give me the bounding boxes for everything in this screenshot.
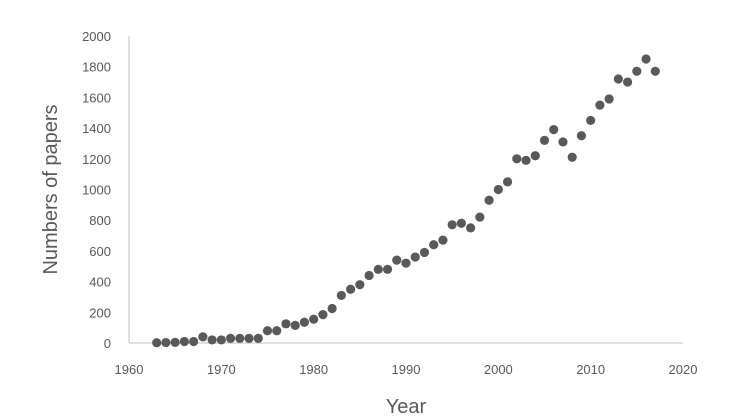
axes: [128, 36, 683, 344]
data-point: [521, 155, 531, 165]
data-point: [502, 177, 513, 187]
data-point: [641, 54, 651, 64]
y-tick-label: 1800: [82, 60, 111, 75]
data-point: [595, 100, 605, 110]
x-tick-label: 2000: [484, 362, 513, 377]
y-tick-label: 1200: [82, 152, 111, 167]
data-point: [253, 333, 263, 343]
x-tick-label: 2020: [669, 362, 698, 377]
x-tick-label: 1960: [115, 362, 144, 377]
y-tick-label: 1400: [82, 121, 111, 136]
data-point: [309, 314, 319, 324]
data-point: [272, 326, 282, 336]
y-tick-label: 600: [89, 244, 111, 259]
data-point: [484, 195, 494, 205]
data-point: [216, 335, 226, 345]
x-tick-label: 1990: [392, 362, 421, 377]
data-points: [152, 54, 660, 348]
data-point: [401, 258, 411, 268]
data-point: [225, 333, 236, 343]
data-point: [447, 220, 457, 230]
data-point: [244, 333, 254, 343]
data-point: [512, 154, 522, 164]
data-point: [567, 152, 577, 162]
data-point: [262, 326, 273, 336]
data-point: [152, 338, 162, 348]
data-point: [586, 115, 596, 126]
data-point: [438, 235, 448, 245]
data-point: [382, 264, 393, 274]
data-point: [355, 280, 365, 290]
data-point: [475, 212, 485, 222]
data-point: [613, 74, 623, 84]
data-point: [456, 218, 466, 228]
data-point: [235, 333, 245, 343]
data-point: [466, 223, 476, 233]
data-point: [493, 184, 503, 195]
x-tick-label: 2010: [576, 362, 605, 377]
data-point: [623, 77, 633, 87]
data-point: [549, 125, 559, 135]
data-point: [189, 336, 199, 347]
y-tick-label: 800: [89, 213, 111, 228]
y-tick-label: 400: [89, 275, 111, 290]
x-tick-label: 1970: [207, 362, 236, 377]
data-point: [539, 135, 550, 145]
data-point: [299, 317, 310, 327]
data-point: [373, 264, 383, 274]
data-point: [650, 66, 660, 76]
data-point: [198, 332, 208, 342]
data-point: [170, 337, 180, 347]
data-point: [179, 336, 189, 347]
x-tick-label: 1980: [299, 362, 328, 377]
data-point: [207, 335, 217, 345]
y-tick-label: 0: [104, 336, 111, 351]
data-point: [336, 290, 346, 301]
data-point: [410, 252, 420, 262]
data-point: [576, 131, 587, 141]
x-tick-labels: 1960 1970 1980 1990 2000 2010 2020: [115, 362, 698, 377]
data-point: [281, 319, 291, 329]
x-axis-title: Year: [386, 396, 427, 418]
data-point: [604, 94, 614, 104]
y-tick-label: 1600: [82, 90, 111, 105]
data-point: [161, 337, 171, 348]
data-point: [346, 284, 356, 294]
data-point: [290, 320, 300, 330]
data-point: [318, 310, 328, 320]
y-tick-label: 1000: [82, 183, 111, 198]
data-point: [327, 303, 337, 314]
y-tick-label: 200: [89, 305, 111, 320]
data-point: [392, 255, 402, 265]
data-point: [632, 66, 642, 76]
data-point: [558, 137, 568, 147]
data-point: [364, 270, 374, 281]
data-point: [419, 247, 430, 258]
data-point: [530, 151, 540, 161]
data-point: [429, 240, 439, 250]
y-tick-label: 2000: [82, 29, 111, 44]
y-axis-title: Numbers of papers: [40, 104, 62, 274]
y-tick-labels: 0 200 400 600 800 1000 1200 1400 1600 1800 2000: [82, 29, 111, 351]
